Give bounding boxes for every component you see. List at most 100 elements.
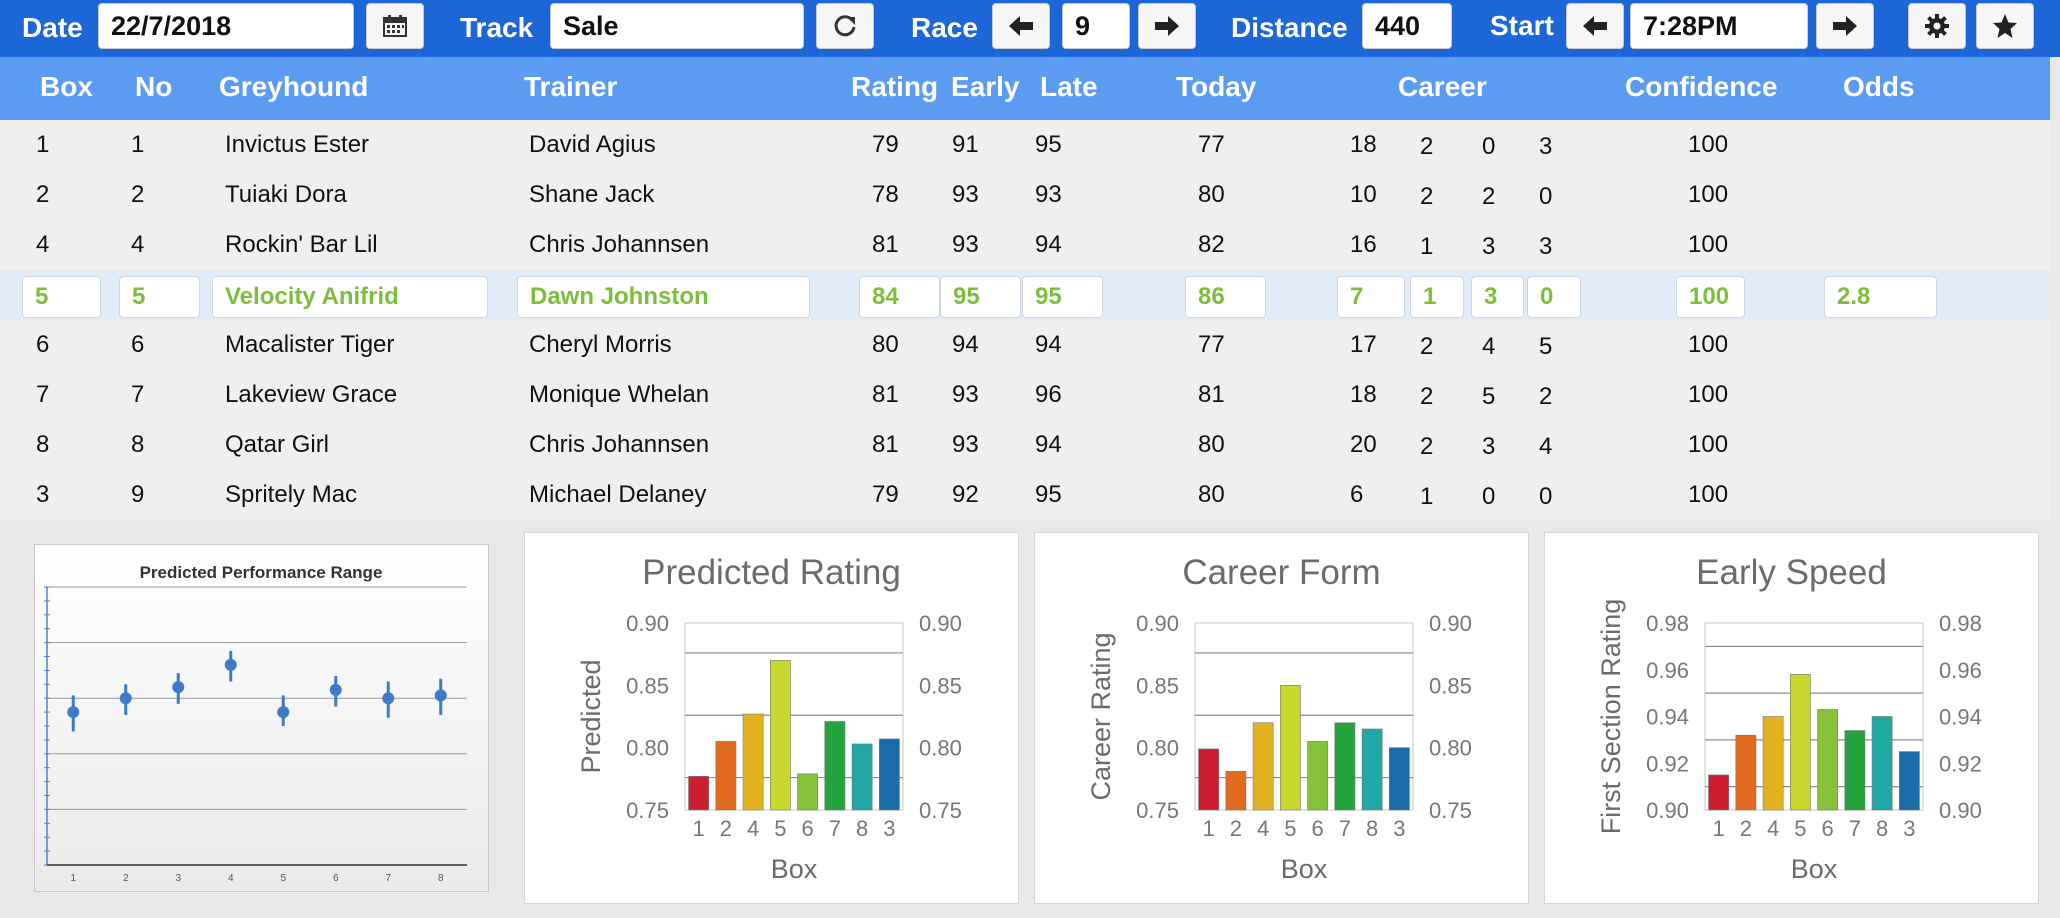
header-trainer[interactable]: Trainer (524, 71, 618, 102)
odds-field[interactable]: 2.8 (1824, 276, 1937, 318)
box-cell: 4 (36, 231, 50, 258)
x-tick-label: 2 (1740, 816, 1752, 841)
header-confidence[interactable]: Confidence (1625, 71, 1778, 102)
career-starts-cell: 17 (1350, 331, 1377, 358)
x-tick-label: 8 (856, 816, 868, 841)
x-tick-label: 7 (1339, 816, 1351, 841)
header-early[interactable]: Early (951, 71, 1020, 102)
header-box[interactable]: Box (40, 71, 93, 102)
table-header: Box No Greyhound Trainer Rating Early La… (0, 57, 2050, 120)
y-tick-label-right: 0.80 (919, 736, 962, 761)
career-seconds-cell: 2 (1482, 183, 1496, 210)
trainer-cell: Michael Delaney (529, 481, 707, 508)
bar (851, 743, 873, 811)
career-thirds-cell: 4 (1539, 433, 1553, 460)
calendar-button[interactable] (366, 3, 424, 49)
career-starts-cell: 6 (1350, 481, 1364, 508)
early-cell: 93 (952, 431, 979, 458)
start-time-input[interactable]: 7:28PM (1630, 3, 1808, 49)
table-row[interactable]: 8 8 Qatar Girl Chris Johannsen 81 93 94 … (0, 420, 2050, 470)
confidence-cell: 100 (1688, 381, 1729, 408)
bar (1225, 771, 1247, 811)
today-cell: 80 (1198, 431, 1225, 458)
career-starts-field[interactable]: 7 (1337, 276, 1405, 318)
distance-input[interactable]: 440 (1362, 3, 1452, 49)
start-next-button[interactable] (1816, 3, 1874, 49)
career-seconds-cell: 4 (1482, 333, 1496, 360)
arrow-right-icon (1833, 16, 1857, 36)
career-wins-cell: 1 (1420, 483, 1434, 510)
x-tick-label: 5 (774, 816, 786, 841)
career-seconds-cell: 3 (1482, 433, 1496, 460)
predicted-rating-panel: Predicted Rating 0.90 0.90 0.85 0.85 0.80 0.8… (524, 532, 1019, 904)
early-cell: 93 (952, 231, 979, 258)
box-field[interactable]: 5 (22, 276, 101, 318)
career-seconds-cell: 0 (1482, 483, 1496, 510)
table-row[interactable]: 4 4 Rockin' Bar Lil Chris Johannsen 81 9… (0, 220, 2050, 270)
y-tick-label-right: 0.80 (1429, 736, 1472, 761)
header-late[interactable]: Late (1040, 71, 1098, 102)
distance-label: Distance (1231, 12, 1348, 43)
favourite-button[interactable] (1976, 3, 2034, 49)
career-wins-cell: 2 (1420, 383, 1434, 410)
header-career[interactable]: Career (1398, 71, 1487, 102)
trainer-field[interactable]: Dawn Johnston (517, 276, 810, 318)
late-field[interactable]: 95 (1022, 276, 1103, 318)
table-row[interactable]: 6 6 Macalister Tiger Cheryl Morris 80 94… (0, 320, 2050, 370)
early-field[interactable]: 95 (940, 276, 1021, 318)
track-input[interactable]: Sale (550, 3, 804, 49)
late-cell: 93 (1035, 181, 1062, 208)
confidence-field[interactable]: 100 (1676, 276, 1745, 318)
header-greyhound[interactable]: Greyhound (219, 71, 369, 102)
career-form-panel: Career Form 0.90 0.90 0.85 0.85 0.80 0.80 0.75… (1034, 532, 1529, 904)
rating-field[interactable]: 84 (859, 276, 940, 318)
today-field[interactable]: 86 (1185, 276, 1266, 318)
refresh-button[interactable] (816, 3, 874, 49)
race-input[interactable]: 9 (1062, 3, 1130, 49)
career-seconds-cell: 5 (1482, 383, 1496, 410)
table-row[interactable]: 7 7 Lakeview Grace Monique Whelan 81 93 … (0, 370, 2050, 420)
late-cell: 94 (1035, 231, 1062, 258)
bar (878, 738, 900, 811)
y-tick-label-left: 0.80 (1136, 736, 1179, 761)
x-tick-label: 1 (1203, 816, 1215, 841)
header-today[interactable]: Today (1176, 71, 1257, 102)
bar (1198, 748, 1220, 811)
race-next-button[interactable] (1138, 3, 1196, 49)
bar (1252, 722, 1274, 811)
x-tick-label: 1 (70, 873, 76, 884)
performance-range-plot: Predicted Performance Range 1 2 3 4 5 6 7 8 (44, 563, 467, 884)
career-wins-field[interactable]: 1 (1410, 276, 1464, 318)
table-row-selected[interactable]: 5 5 Velocity Anifrid Dawn Johnston 84 95… (0, 270, 2050, 320)
no-field[interactable]: 5 (119, 276, 200, 318)
x-tick-label: 8 (1876, 816, 1888, 841)
career-thirds-field[interactable]: 0 (1527, 276, 1581, 318)
career-seconds-field[interactable]: 3 (1471, 276, 1524, 318)
y-tick-label-right: 0.75 (1429, 798, 1472, 823)
data-point (172, 681, 185, 694)
header-no[interactable]: No (135, 71, 173, 102)
date-input[interactable]: 22/7/2018 (98, 3, 354, 49)
table-row[interactable]: 1 1 Invictus Ester David Agius 79 91 95 … (0, 120, 2050, 170)
no-cell: 4 (131, 231, 145, 258)
x-tick-label: 6 (1312, 816, 1324, 841)
table-row[interactable]: 2 2 Tuiaki Dora Shane Jack 78 93 93 80 1… (0, 170, 2050, 220)
table-row[interactable]: 3 9 Spritely Mac Michael Delaney 79 92 9… (0, 470, 2050, 520)
settings-button[interactable] (1908, 3, 1966, 49)
career-thirds-cell: 5 (1539, 333, 1553, 360)
greyhound-field[interactable]: Velocity Anifrid (212, 276, 488, 318)
today-cell: 80 (1198, 481, 1225, 508)
career-seconds-cell: 0 (1482, 133, 1496, 160)
x-tick-label: 7 (385, 873, 391, 884)
y-tick-label-left: 0.80 (626, 736, 669, 761)
header-rating[interactable]: Rating (851, 71, 939, 102)
start-prev-button[interactable] (1566, 3, 1624, 49)
y-tick-label-left: 0.96 (1646, 658, 1689, 683)
race-prev-button[interactable] (992, 3, 1050, 49)
x-tick-label: 6 (802, 816, 814, 841)
header-odds[interactable]: Odds (1843, 71, 1915, 102)
bar (769, 660, 791, 811)
career-seconds-cell: 3 (1482, 233, 1496, 260)
trainer-cell: David Agius (529, 131, 656, 158)
rating-cell: 79 (872, 481, 899, 508)
